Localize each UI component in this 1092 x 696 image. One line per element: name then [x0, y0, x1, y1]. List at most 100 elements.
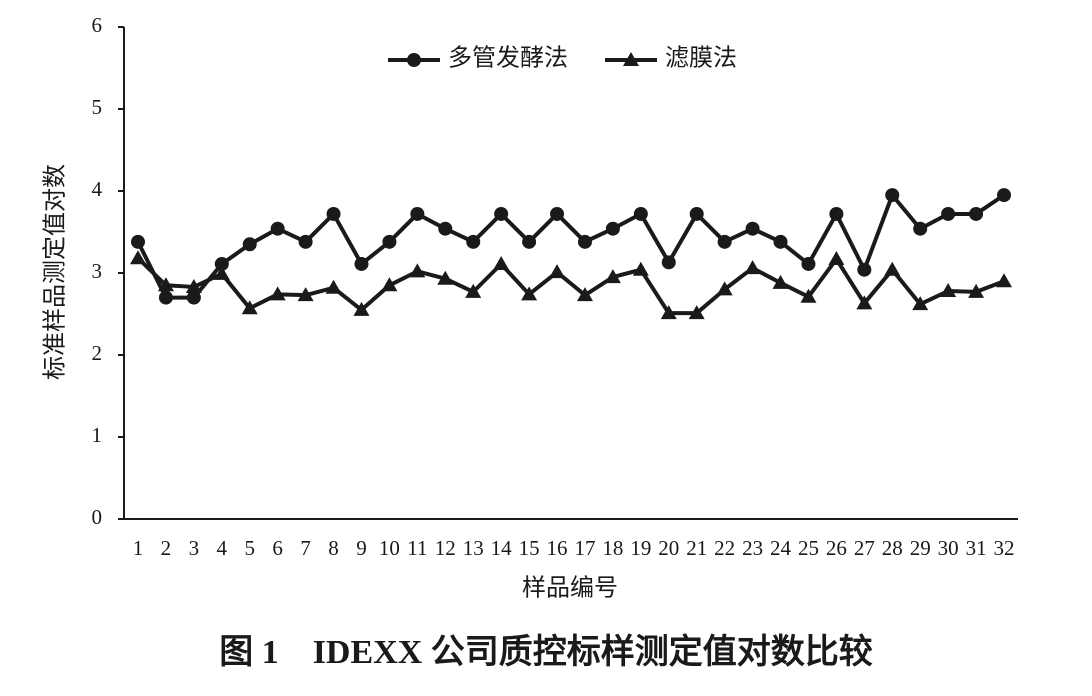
y-axis-label: 标准样品测定值对数 [42, 164, 69, 380]
point [885, 188, 900, 203]
x-tick-label: 20 [658, 536, 679, 560]
point [941, 206, 956, 221]
x-tick-label: 24 [770, 536, 792, 560]
x-tick-label: 22 [714, 536, 735, 560]
point [717, 234, 732, 249]
point [801, 256, 816, 271]
point [968, 283, 985, 298]
point [214, 256, 229, 271]
point [549, 264, 566, 279]
point [660, 305, 677, 320]
point [410, 206, 425, 221]
x-tick-label: 4 [217, 536, 228, 560]
x-tick-label: 28 [882, 536, 903, 560]
point [409, 263, 426, 278]
x-tick-label: 9 [356, 536, 367, 560]
point [716, 281, 733, 296]
x-tick-label: 23 [742, 536, 763, 560]
point [745, 221, 760, 236]
legend-label: 多管发酵法 [448, 45, 568, 72]
point [997, 188, 1011, 203]
x-tick-label: 15 [519, 536, 540, 560]
x-tick-label: 10 [379, 536, 400, 560]
point [158, 290, 173, 305]
x-tick-label: 30 [938, 536, 959, 560]
x-tick-label: 31 [966, 536, 987, 560]
point [325, 279, 342, 294]
point [242, 237, 257, 252]
x-tick-label: 19 [630, 536, 651, 560]
legend-marker [407, 53, 421, 67]
x-tick-label: 17 [574, 536, 595, 560]
point [632, 261, 649, 276]
x-tick-label: 21 [686, 536, 707, 560]
point [688, 305, 705, 320]
point [494, 206, 509, 221]
point [241, 300, 258, 315]
point [661, 255, 676, 270]
point [689, 206, 704, 221]
point [381, 277, 398, 292]
x-tick-label: 27 [854, 536, 875, 560]
point [912, 296, 929, 311]
y-tick-label: 2 [92, 341, 103, 365]
point [326, 206, 341, 221]
x-tick-label: 26 [826, 536, 847, 560]
point [800, 288, 817, 303]
point [522, 234, 537, 249]
point [913, 221, 928, 236]
x-tick-label: 11 [407, 536, 427, 560]
point [438, 221, 453, 236]
point [605, 221, 620, 236]
point [354, 256, 369, 271]
point [577, 234, 592, 249]
point [772, 274, 789, 289]
x-axis-label: 样品编号 [522, 575, 618, 602]
x-tick-label: 29 [910, 536, 931, 560]
x-tick-label: 8 [328, 536, 339, 560]
point [773, 234, 788, 249]
x-tick-label: 25 [798, 536, 819, 560]
y-tick-label: 6 [92, 13, 103, 37]
x-tick-label: 16 [547, 536, 568, 560]
point [297, 287, 314, 302]
x-tick-label: 14 [491, 536, 513, 560]
y-tick-label: 3 [92, 259, 103, 283]
point [857, 262, 872, 277]
point [521, 286, 538, 301]
x-tick-label: 12 [435, 536, 456, 560]
y-tick-label: 0 [92, 505, 103, 529]
y-tick-label: 5 [92, 95, 103, 119]
point [744, 260, 761, 275]
legend-marker [623, 52, 639, 66]
point [633, 206, 648, 221]
point [493, 255, 510, 270]
legend-label: 滤膜法 [665, 45, 737, 72]
x-tick-label: 7 [300, 536, 311, 560]
point [996, 273, 1012, 288]
point [550, 206, 565, 221]
series-line [136, 256, 1005, 316]
y-tick-label: 4 [92, 177, 103, 201]
point [157, 277, 174, 292]
point [269, 286, 286, 301]
point [969, 206, 984, 221]
point [829, 206, 844, 221]
point [884, 261, 901, 276]
point [130, 250, 146, 265]
x-tick-label: 32 [994, 536, 1015, 560]
x-tick-label: 5 [244, 536, 255, 560]
point [465, 283, 482, 298]
point [353, 301, 370, 316]
chart-title: 图 1 IDEXX 公司质控标样测定值对数比较 [219, 633, 873, 671]
point [828, 251, 845, 266]
point [382, 234, 397, 249]
point [213, 265, 230, 280]
y-tick-label: 1 [92, 423, 103, 447]
point [576, 287, 593, 302]
point [604, 269, 621, 284]
x-tick-label: 3 [189, 536, 200, 560]
point [270, 221, 285, 236]
point [856, 295, 873, 310]
point [131, 234, 145, 249]
